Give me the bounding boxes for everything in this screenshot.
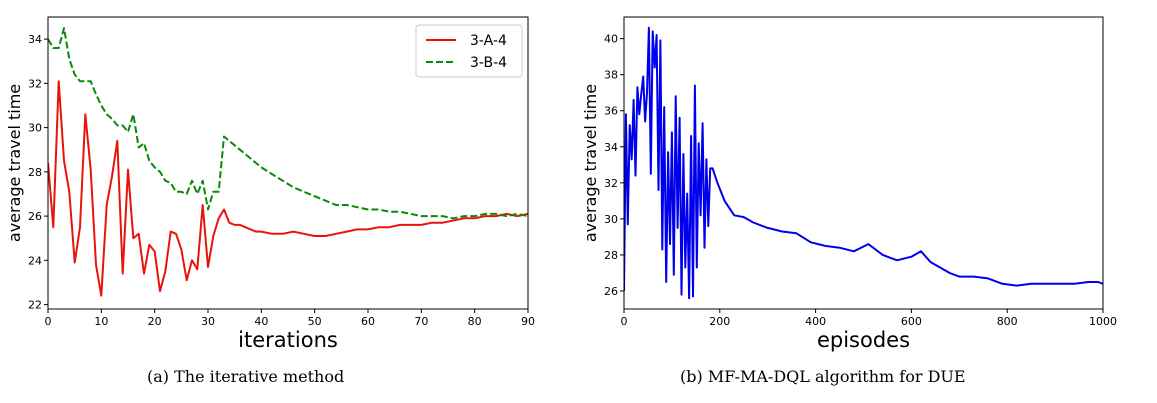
x-tick-label: 0 bbox=[621, 315, 628, 328]
chart-mf-ma-dql: 0 200 400 600 800 1000 26 28 30 32 34 36 38 40 episode… bbox=[581, 16, 1117, 352]
x-tick-label: 400 bbox=[805, 315, 826, 328]
y-tick-label: 34 bbox=[28, 33, 42, 46]
plot-frame bbox=[47, 16, 529, 310]
x-axis-label: iterations bbox=[238, 328, 338, 352]
y-tick-label: 28 bbox=[28, 166, 42, 179]
y-tick-label: 40 bbox=[604, 33, 618, 46]
x-tick-label: 60 bbox=[361, 315, 375, 328]
series-line-3-a-4 bbox=[48, 80, 528, 297]
legend-label: 3-B-4 bbox=[470, 55, 507, 71]
x-axis-label: episodes bbox=[817, 328, 910, 352]
plot-frame bbox=[623, 16, 1104, 310]
x-tick-label: 30 bbox=[201, 315, 215, 328]
x-tick-label: 600 bbox=[901, 315, 922, 328]
y-tick-label: 30 bbox=[604, 213, 618, 226]
y-tick-label: 36 bbox=[604, 105, 618, 118]
legend: 3-A-4 3-B-4 bbox=[415, 24, 523, 78]
x-tick-label: 10 bbox=[94, 315, 108, 328]
caption-a: (a) The iterative method bbox=[147, 367, 345, 386]
series-line-due bbox=[624, 26, 1103, 300]
legend-box bbox=[415, 24, 523, 78]
y-tick-label: 26 bbox=[604, 285, 618, 298]
y-tick-label: 26 bbox=[28, 210, 42, 223]
x-tick-label: 50 bbox=[308, 315, 322, 328]
x-tick-label: 80 bbox=[468, 315, 482, 328]
x-tick-label: 70 bbox=[414, 315, 428, 328]
y-axis-label: average travel time bbox=[5, 84, 24, 242]
y-tick-label: 24 bbox=[28, 254, 42, 267]
y-tick-label: 28 bbox=[604, 249, 618, 262]
x-tick-label: 800 bbox=[997, 315, 1018, 328]
y-tick-label: 32 bbox=[604, 177, 618, 190]
legend-label: 3-A-4 bbox=[470, 33, 507, 49]
x-tick-label: 40 bbox=[254, 315, 268, 328]
y-tick-label: 38 bbox=[604, 69, 618, 82]
chart-iterative-method: 0 10 20 30 40 50 60 70 80 90 22 24 26 28 30 32 34 iterati… bbox=[5, 16, 535, 352]
y-axis-label: average travel time bbox=[581, 84, 600, 242]
y-tick-label: 32 bbox=[28, 77, 42, 90]
x-tick-label: 200 bbox=[709, 315, 730, 328]
x-tick-label: 0 bbox=[45, 315, 52, 328]
caption-b: (b) MF-MA-DQL algorithm for DUE bbox=[680, 367, 966, 386]
y-tick-label: 30 bbox=[28, 122, 42, 135]
y-tick-label: 34 bbox=[604, 141, 618, 154]
x-tick-label: 1000 bbox=[1089, 315, 1117, 328]
x-tick-label: 20 bbox=[148, 315, 162, 328]
y-tick-label: 22 bbox=[28, 299, 42, 312]
series-line-3-b-4 bbox=[48, 27, 528, 220]
x-tick-label: 90 bbox=[521, 315, 535, 328]
